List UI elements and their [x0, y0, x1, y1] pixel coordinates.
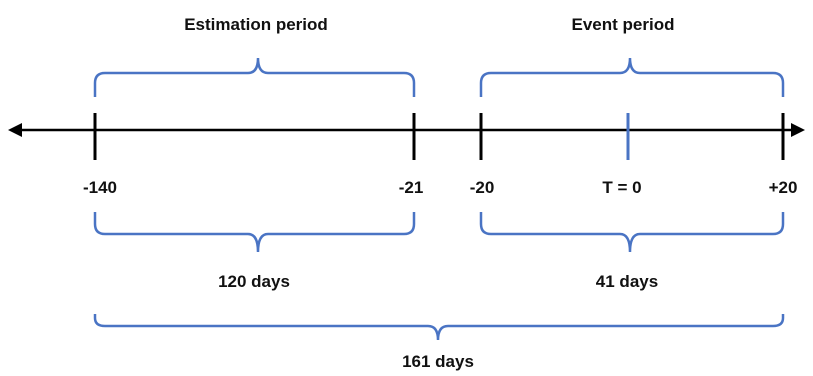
- total-duration-brace: [93, 314, 785, 341]
- tick-label-plus-20: +20: [768, 178, 798, 197]
- total-duration-label: 161 days: [402, 352, 474, 371]
- estimation-duration-brace: [93, 212, 416, 253]
- estimation-duration-label: 120 days: [218, 272, 290, 291]
- estimation-period-brace: [93, 57, 416, 97]
- tick-label-minus-140: -140: [82, 178, 118, 197]
- tick-label-minus-21: -21: [398, 178, 424, 197]
- event-period-title: Event period: [571, 15, 675, 34]
- tick-label-minus-20: -20: [469, 178, 495, 197]
- tick-label-event-day: T = 0: [602, 178, 642, 197]
- event-duration-brace: [479, 212, 785, 253]
- arrow-left-icon: [8, 123, 22, 137]
- event-duration-label: 41 days: [595, 272, 659, 291]
- arrow-right-icon: [791, 123, 805, 137]
- estimation-period-title: Estimation period: [184, 15, 328, 34]
- event-period-brace: [479, 57, 785, 97]
